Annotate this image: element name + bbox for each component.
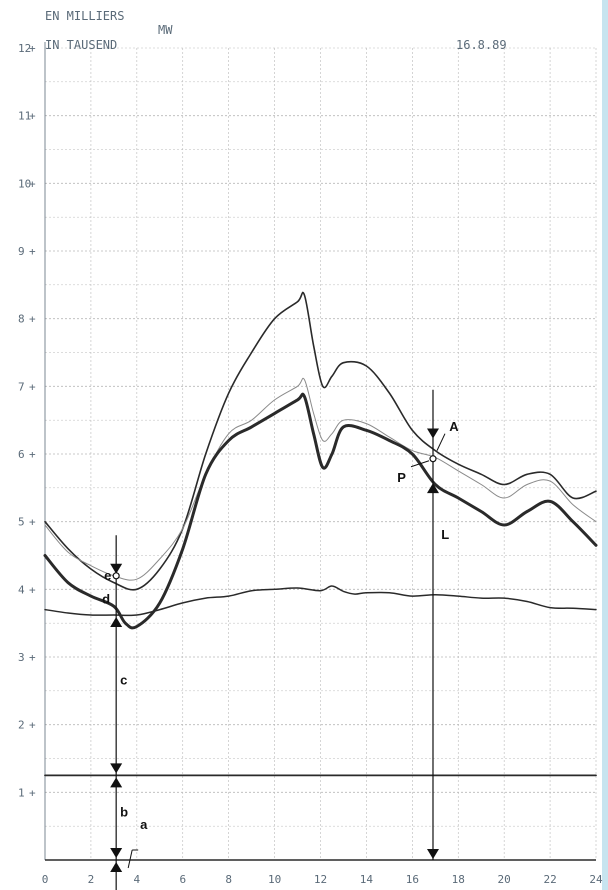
- y-tick-mark: +: [29, 245, 36, 258]
- annotation-label-A: A: [449, 419, 459, 434]
- y-tick-label: 2: [18, 719, 25, 732]
- annotation-label-c: c: [120, 673, 127, 688]
- x-tick-label: 10: [268, 873, 281, 886]
- arrowhead-e-top: [110, 563, 123, 574]
- point-P: [429, 455, 437, 463]
- unit-label-german: IN TAUSEND: [45, 38, 117, 52]
- y-tick-label: 1: [18, 786, 25, 799]
- y-tick-label: 12: [18, 42, 31, 55]
- x-tick-label: 12: [314, 873, 327, 886]
- x-tick-label: 0: [42, 873, 49, 886]
- arrowhead-b-top: [110, 777, 123, 788]
- leader-a: [127, 849, 133, 869]
- annotation-label-P: P: [397, 470, 406, 485]
- y-tick-mark: +: [29, 651, 36, 664]
- series-line-bold: [43, 392, 598, 630]
- arrowhead-a: [110, 862, 123, 872]
- arrowhead-c-bottom: [110, 763, 123, 774]
- series-line-middle: [44, 377, 597, 581]
- x-tick-label: 24: [589, 873, 603, 886]
- y-tick-mark: +: [29, 313, 36, 326]
- leader-A: [436, 433, 446, 451]
- x-tick-label: 2: [88, 873, 95, 886]
- arrowhead-d-bottom: [110, 617, 123, 628]
- x-tick-label: 6: [179, 873, 186, 886]
- y-tick-mark: +: [29, 110, 36, 123]
- series-line-base: [44, 585, 597, 617]
- y-tick-label: 4: [18, 583, 25, 596]
- unit-label-french: EN MILLIERS: [45, 9, 124, 23]
- unit-label-mw: MW: [158, 23, 173, 37]
- y-tick-mark: +: [29, 516, 36, 529]
- x-tick-label: 16: [406, 873, 419, 886]
- annotation-label-a: a: [140, 817, 148, 832]
- y-tick-label: 9: [18, 245, 25, 258]
- y-tick-label: 3: [18, 651, 25, 664]
- x-tick-label: 4: [134, 873, 141, 886]
- annotation-label-L: L: [441, 527, 449, 542]
- y-tick-mark: +: [29, 719, 36, 732]
- series-layer: [43, 291, 598, 777]
- arrowhead-A-top: [426, 428, 439, 439]
- y-tick-mark: +: [29, 448, 36, 461]
- x-tick-label: 18: [452, 873, 465, 886]
- chart-date: 16.8.89: [456, 38, 507, 52]
- x-tick-label: 14: [360, 873, 374, 886]
- y-tick-mark: +: [29, 177, 36, 190]
- y-tick-label: 7: [18, 380, 25, 393]
- arrowhead-L-bottom: [426, 849, 439, 859]
- y-tick-label: 10: [18, 177, 31, 190]
- y-tick-label: 6: [18, 448, 25, 461]
- leader-P: [410, 460, 430, 468]
- x-tick-label: 22: [543, 873, 556, 886]
- arrowhead-L-top: [426, 483, 439, 494]
- y-tick-label: 8: [18, 313, 25, 326]
- grid: [44, 42, 597, 861]
- y-tick-label: 11: [18, 110, 31, 123]
- annotation-label-b: b: [120, 805, 128, 820]
- arrowhead-b-bottom: [110, 848, 123, 858]
- y-tick-mark: +: [29, 380, 36, 393]
- annotation-layer: ed c ba A P L: [102, 389, 459, 890]
- series-line-upper: [44, 291, 597, 591]
- x-tick-label: 8: [225, 873, 232, 886]
- y-tick-label: 5: [18, 516, 25, 529]
- tick-labels: 1 +2 +3 +4 +5 +6 +7 +8 +9 +10+11+12+0 2 4 6 8 10 12 14 16…: [18, 42, 603, 886]
- annotation-label-e: e: [104, 568, 111, 583]
- annotation-label-d: d: [102, 591, 110, 606]
- point-e: [112, 572, 120, 580]
- x-tick-label: 20: [498, 873, 511, 886]
- y-tick-mark: +: [29, 583, 36, 596]
- y-tick-mark: +: [29, 42, 36, 55]
- y-tick-mark: +: [29, 786, 36, 799]
